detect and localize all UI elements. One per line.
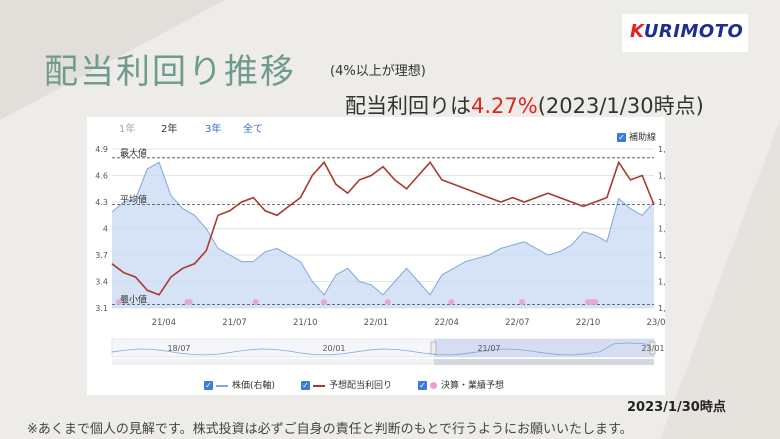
y-right-tick-label: 1,620	[658, 251, 665, 260]
y-left-tick-label: 3.4	[95, 278, 108, 287]
navigator-tick-label: 18/07	[167, 344, 190, 353]
event-dot	[186, 299, 193, 305]
event-dot	[448, 299, 455, 305]
y-left-tick-label: 4.6	[95, 172, 108, 181]
event-dot	[384, 299, 391, 305]
price-line	[111, 161, 655, 296]
period-tab-1y[interactable]: 1年	[119, 124, 136, 135]
navigator-handle	[649, 341, 656, 355]
reference-line-label: 最大値	[120, 147, 147, 159]
reference-line-label: 平均値	[120, 194, 147, 206]
x-tick-label: 22/10	[576, 318, 601, 328]
legend-yield[interactable]: ✓ 予想配当利回り	[301, 381, 393, 391]
logo-text: KURIMOTO	[630, 21, 744, 42]
navigator-tick-label: 20/01	[322, 344, 345, 353]
y-right-tick-label: 1,860	[658, 172, 665, 181]
x-tick-label: 21/04	[152, 318, 177, 328]
event-dot	[592, 299, 599, 305]
checkbox-icon: ✓	[301, 381, 310, 390]
price-line-icon	[216, 384, 228, 387]
yield-chart: 3.1 1,460 3.4 1,540 3.7 1,620 4 1,700 4.3 1,780 4.…	[95, 145, 665, 365]
y-right-tick-label: 1,780	[658, 198, 665, 207]
yield-line	[111, 160, 655, 296]
x-tick-label: 23/01	[646, 318, 665, 328]
y-left-tick-label: 4	[103, 225, 108, 234]
navigator-tick-label: 21/07	[477, 344, 500, 353]
page-subtitle: (4%以上が理想)	[330, 64, 426, 79]
event-dot	[252, 299, 259, 305]
page-title: 配当利回り推移	[44, 52, 296, 92]
yield-line-icon	[313, 384, 325, 387]
y-right-tick-label: 1,940	[658, 145, 665, 154]
x-tick-label: 21/07	[222, 318, 247, 328]
navigator-handle	[430, 341, 437, 355]
event-dot	[321, 299, 328, 305]
legend-price[interactable]: ✓ 株価(右軸)	[204, 381, 276, 391]
disclaimer-text: ※あくまで個人の見解です。株式投資は必ずご自身の責任と判断のもとで行うようにお願…	[27, 422, 633, 437]
y-left-tick-label: 3.7	[95, 251, 108, 260]
navigator-line	[111, 342, 655, 356]
reference-line-label: 最小値	[120, 293, 147, 305]
y-left-tick-label: 4.9	[95, 145, 108, 154]
y-left-tick-label: 3.1	[95, 304, 108, 313]
x-tick-label: 21/10	[293, 318, 318, 328]
as-of-date: 2023/1/30時点	[627, 400, 726, 415]
price-area	[112, 162, 654, 308]
legend-events[interactable]: ✓ 決算・業績予想	[418, 381, 505, 391]
checkbox-icon: ✓	[204, 381, 213, 390]
y-right-tick-label: 1,460	[658, 304, 665, 313]
event-dot-icon	[430, 382, 437, 389]
aux-line-toggle[interactable]: ✓ 補助線	[617, 133, 657, 143]
event-dot	[116, 299, 123, 305]
x-tick-label: 22/07	[505, 318, 530, 328]
y-right-tick-label: 1,700	[658, 225, 665, 234]
checkbox-icon: ✓	[617, 133, 626, 142]
event-dot	[519, 299, 526, 305]
period-tab-3y[interactable]: 3年	[205, 124, 222, 135]
navigator-selection	[434, 339, 654, 357]
navigator-tick-label: 23/01	[641, 344, 664, 353]
x-tick-label: 22/01	[364, 318, 389, 328]
company-logo: KURIMOTO	[622, 14, 748, 52]
y-left-tick-label: 4.3	[95, 198, 108, 207]
period-tab-all[interactable]: 全て	[243, 124, 263, 135]
dividend-yield-value: 4.27%	[471, 94, 538, 118]
navigator-scrollbar-thumb	[434, 359, 654, 365]
dividend-yield-statement: 配当利回りは4.27%(2023/1/30時点)	[345, 94, 704, 118]
period-tab-2y[interactable]: 2年	[161, 124, 178, 135]
navigator-scrollbar	[112, 359, 654, 365]
checkbox-icon: ✓	[418, 381, 427, 390]
x-tick-label: 22/04	[434, 318, 459, 328]
y-right-tick-label: 1,540	[658, 278, 665, 287]
